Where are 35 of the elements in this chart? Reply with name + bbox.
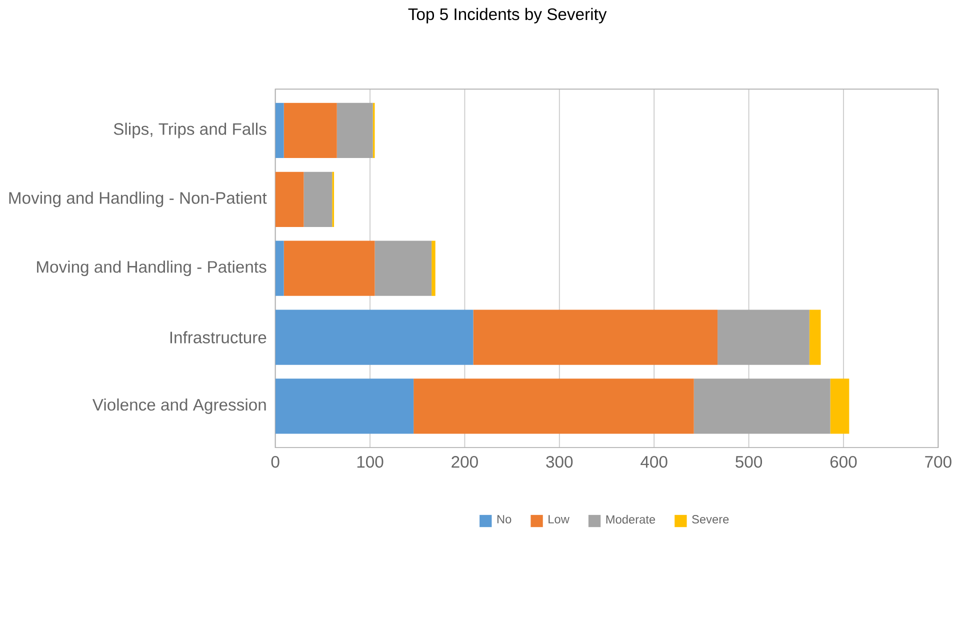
bar [275, 103, 284, 158]
bar [336, 103, 373, 158]
bar [304, 172, 332, 228]
x-tick-label: 500 [736, 456, 762, 468]
y-tick-label: Slips, Trips and Falls [114, 122, 266, 138]
x-tick-label: 0 [271, 456, 280, 468]
x-tick-label: 400 [640, 456, 668, 468]
legend-label: No [497, 515, 512, 524]
y-tick-label: Moving and Handling - Non-Patient [9, 192, 267, 208]
x-tick-label: 600 [830, 456, 857, 468]
x-tick-label: 200 [452, 456, 478, 468]
bar [284, 103, 337, 158]
bar [830, 378, 850, 434]
x-tick-label: 300 [546, 456, 573, 468]
bar [432, 240, 436, 296]
bar [275, 378, 414, 434]
bar [275, 310, 474, 365]
x-tick-label: 100 [357, 456, 384, 468]
legend-label: Moderate [606, 515, 656, 524]
legend-label: Low [548, 515, 570, 524]
bar [473, 310, 718, 365]
y-tick-label: Infrastructure [170, 331, 266, 344]
bar [284, 240, 375, 296]
legend-label: Severe [692, 515, 729, 524]
bar [414, 378, 694, 434]
bar [809, 310, 821, 365]
chart-title: Top 5 Incidents by Severity [408, 8, 607, 24]
bar [718, 310, 810, 365]
bar [374, 240, 432, 296]
bar [275, 240, 284, 296]
y-tick-label: Moving and Handling - Patients [37, 260, 266, 276]
y-tick-label: Violence and Agression [92, 398, 266, 414]
x-tick-label: 700 [925, 456, 952, 468]
bar [275, 172, 304, 228]
bar [694, 378, 830, 434]
